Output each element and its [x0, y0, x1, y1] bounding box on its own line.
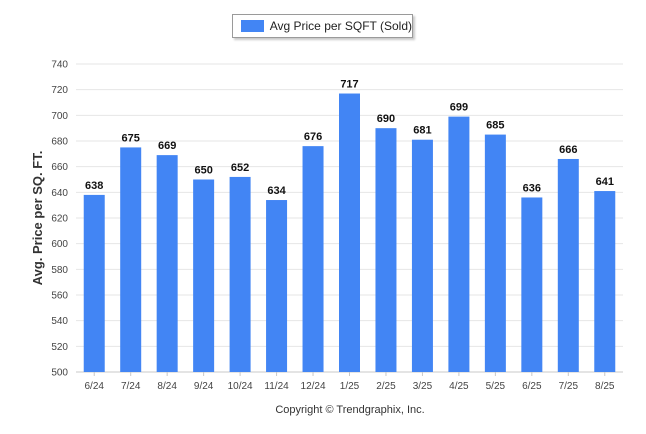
data-label: 685: [486, 120, 504, 132]
y-tick-label: 720: [51, 85, 68, 96]
y-tick-label: 520: [51, 342, 68, 353]
bars: 638 675 669 650 652 634 676 717 690 681 699 685 636 6…: [83, 79, 616, 373]
x-tick-label: 8/24: [157, 381, 177, 392]
x-tick-label: 7/24: [121, 381, 141, 392]
data-label: 717: [340, 79, 358, 91]
bar: [594, 191, 616, 372]
x-tick-label: 4/25: [449, 381, 469, 392]
bar: [339, 93, 360, 373]
bar: [229, 176, 251, 372]
y-tick-label: 660: [51, 162, 68, 173]
data-label: 650: [194, 165, 212, 177]
x-tick-label: 10/24: [228, 381, 253, 392]
x-tick-label: 2/25: [376, 381, 396, 392]
x-tick-label: 7/25: [559, 381, 579, 392]
bar: [521, 197, 543, 372]
x-tick-label: 6/24: [84, 381, 104, 392]
bar: [83, 194, 105, 372]
copyright-text: Copyright © Trendgraphix, Inc.: [275, 404, 424, 416]
x-tick-label: 6/25: [522, 381, 542, 392]
data-label: 699: [450, 102, 468, 114]
y-tick-label: 600: [51, 239, 68, 250]
bar: [302, 146, 324, 372]
bar: [557, 158, 579, 372]
y-tick-label: 740: [51, 60, 68, 71]
data-label: 690: [377, 113, 395, 125]
legend: Avg Price per SQFT (Sold): [232, 14, 413, 38]
y-tick-label: 560: [51, 291, 68, 302]
data-label: 676: [304, 131, 322, 143]
bar: [375, 128, 397, 372]
data-label: 652: [231, 162, 249, 174]
y-tick-label: 540: [51, 316, 68, 327]
legend-swatch: [241, 20, 264, 32]
data-label: 636: [523, 182, 541, 194]
bar: [120, 147, 142, 372]
bar: [266, 200, 288, 372]
x-tick-label: 1/25: [340, 381, 360, 392]
bar: [156, 155, 178, 372]
y-tick-label: 580: [51, 265, 68, 276]
data-label: 669: [158, 140, 176, 152]
y-axis-ticks: 500 520 540 560 580 600 620 640 660 680 700 720 740: [51, 60, 68, 379]
bar: [448, 116, 470, 372]
data-label: 641: [596, 176, 614, 188]
data-label: 666: [559, 144, 577, 156]
y-tick-label: 700: [51, 111, 68, 122]
y-tick-label: 680: [51, 137, 68, 148]
data-label: 634: [267, 185, 286, 197]
bar: [411, 139, 433, 372]
data-label: 675: [122, 132, 140, 144]
x-tick-label: 5/25: [486, 381, 506, 392]
data-label: 638: [85, 180, 103, 192]
y-tick-label: 620: [51, 214, 68, 225]
x-axis-ticks: 6/24 7/24 8/24 9/24 10/24 11/24 12/24 1/25 2/25 3…: [84, 372, 615, 392]
x-tick-label: 8/25: [595, 381, 615, 392]
x-tick-label: 11/24: [264, 381, 289, 392]
y-tick-label: 500: [51, 368, 68, 379]
legend-label: Avg Price per SQFT (Sold): [269, 19, 412, 33]
y-axis-label: Avg. Price per SQ. FT.: [30, 151, 45, 286]
data-label: 681: [413, 125, 431, 137]
x-tick-label: 12/24: [301, 381, 326, 392]
bar: [193, 179, 215, 372]
x-tick-label: 3/25: [413, 381, 433, 392]
bar: [484, 134, 506, 372]
y-tick-label: 640: [51, 188, 68, 199]
x-tick-label: 9/24: [194, 381, 214, 392]
